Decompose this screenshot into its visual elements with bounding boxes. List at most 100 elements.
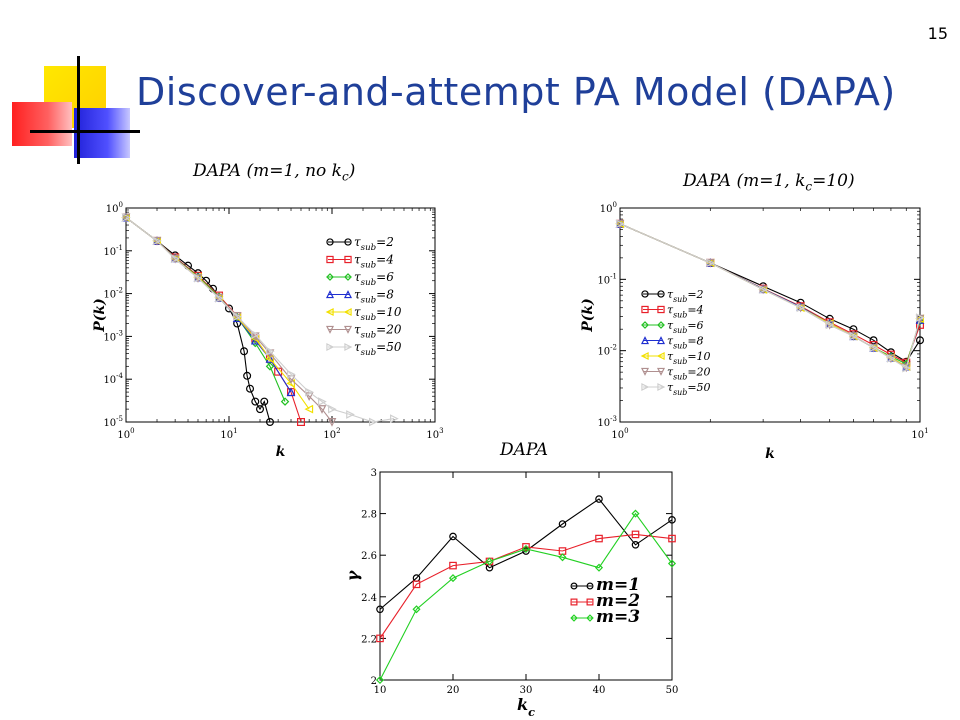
data-point — [449, 532, 457, 541]
data-point — [296, 418, 305, 427]
chart2-title-sub: c — [805, 179, 813, 194]
legend-marker — [325, 325, 335, 334]
legend-entry: τsub=4 — [326, 253, 394, 271]
y-tick-label: 2 — [371, 676, 377, 687]
red-square — [12, 102, 72, 146]
data-point — [849, 332, 858, 341]
data-point — [193, 274, 203, 283]
data-point — [265, 346, 275, 356]
slide-number: 15 — [927, 24, 948, 43]
series-line — [125, 217, 395, 423]
data-point — [171, 254, 180, 264]
data-point — [304, 392, 314, 401]
data-point — [121, 213, 131, 223]
data-point — [368, 417, 378, 427]
data-point — [886, 353, 895, 362]
plot-frame — [619, 207, 921, 423]
plot-frame — [379, 471, 673, 681]
y-tick-label: 10-1 — [597, 272, 617, 286]
data-point — [233, 312, 242, 321]
data-point — [280, 397, 290, 406]
data-point — [265, 362, 275, 371]
legend-label: τsub=4 — [667, 304, 704, 320]
legend-label: τsub=8 — [667, 335, 704, 351]
data-point — [615, 219, 625, 229]
data-point — [522, 547, 530, 555]
chart3-gamma-vs-kc: 10 20 30 40 50 2 2.2 2.4 2.6 2.8 3 kc γ m=1m=2m=3 — [343, 468, 679, 717]
data-point — [286, 387, 296, 397]
data-point — [668, 534, 676, 543]
y-tick-label: 10-2 — [103, 287, 123, 301]
data-point — [849, 331, 859, 341]
data-point — [667, 559, 677, 568]
corner-decoration — [0, 0, 140, 170]
x-tick-label: 10 — [374, 685, 387, 696]
y-tick-label: 10-5 — [103, 415, 123, 429]
legend-marker — [640, 367, 650, 376]
legend-marker — [343, 307, 352, 317]
data-point — [796, 303, 806, 313]
legend-label: τsub=2 — [354, 235, 394, 253]
data-point — [759, 285, 768, 294]
legend-entry: τsub=8 — [640, 335, 704, 351]
plot-frame — [125, 207, 436, 423]
legend-marker — [586, 598, 594, 606]
data-point — [328, 404, 337, 414]
series-7 — [615, 219, 925, 373]
data-point — [246, 384, 255, 393]
x-axis-label: k — [276, 444, 286, 460]
legend-label: τsub=20 — [354, 323, 402, 341]
legend-marker — [325, 307, 334, 317]
data-point — [449, 561, 457, 570]
data-point — [558, 520, 567, 528]
data-point — [825, 320, 835, 330]
x-tick-label: 102 — [323, 427, 340, 441]
data-point — [796, 303, 805, 313]
data-point — [305, 387, 314, 397]
x-tick-label: 20 — [447, 685, 460, 696]
data-point — [825, 320, 835, 330]
slide-title: Discover-and-attempt PA Model (DAPA) — [136, 70, 896, 114]
data-point — [152, 236, 162, 246]
x-tick-label: 50 — [666, 685, 679, 696]
data-point — [412, 605, 421, 614]
data-point — [886, 353, 896, 363]
legend-label: τsub=50 — [354, 340, 402, 358]
data-point — [318, 397, 327, 406]
data-point — [412, 580, 421, 589]
x-tick-label: 100 — [611, 427, 628, 441]
legend-marker — [326, 255, 334, 264]
legend-marker — [640, 351, 649, 361]
data-point — [916, 336, 925, 345]
data-point — [869, 343, 879, 353]
series-1 — [376, 495, 676, 614]
legend-entry: τsub=20 — [640, 366, 711, 382]
legend-label: τsub=8 — [354, 288, 394, 306]
data-point — [668, 516, 676, 524]
legend-marker — [326, 238, 334, 246]
series-line — [379, 533, 673, 639]
data-point — [390, 414, 399, 423]
chart1-degree-distribution: 100 101 102 103 10-5 10-4 10-3 10-2 10-1 100 k P(k)… — [92, 201, 444, 460]
legend-entry: τsub=50 — [326, 340, 402, 358]
x-tick-label: 101 — [911, 427, 928, 441]
chart1-title: DAPA (m=1, no kc) — [193, 161, 355, 183]
legend-label: τsub=6 — [354, 270, 394, 288]
data-point — [558, 553, 567, 562]
x-tick-label: 101 — [220, 427, 237, 441]
data-point — [346, 410, 355, 419]
legend-entry: τsub=2 — [641, 288, 704, 304]
y-tick-label: 2.2 — [361, 634, 377, 645]
y-tick-label: 2.8 — [361, 510, 377, 521]
chart2-title: DAPA (m=1, kc=10) — [683, 171, 855, 193]
x-axis-label: kc — [517, 695, 535, 717]
legend-marker — [570, 614, 578, 622]
data-point — [265, 418, 274, 427]
legend-label: τsub=2 — [667, 288, 704, 304]
legend-marker — [570, 598, 578, 606]
legend-marker — [343, 290, 353, 299]
x-axis-label: k — [765, 446, 775, 460]
y-axis-label: γ — [343, 569, 362, 581]
series-line — [379, 512, 673, 681]
y-tick-label: 100 — [600, 201, 617, 215]
